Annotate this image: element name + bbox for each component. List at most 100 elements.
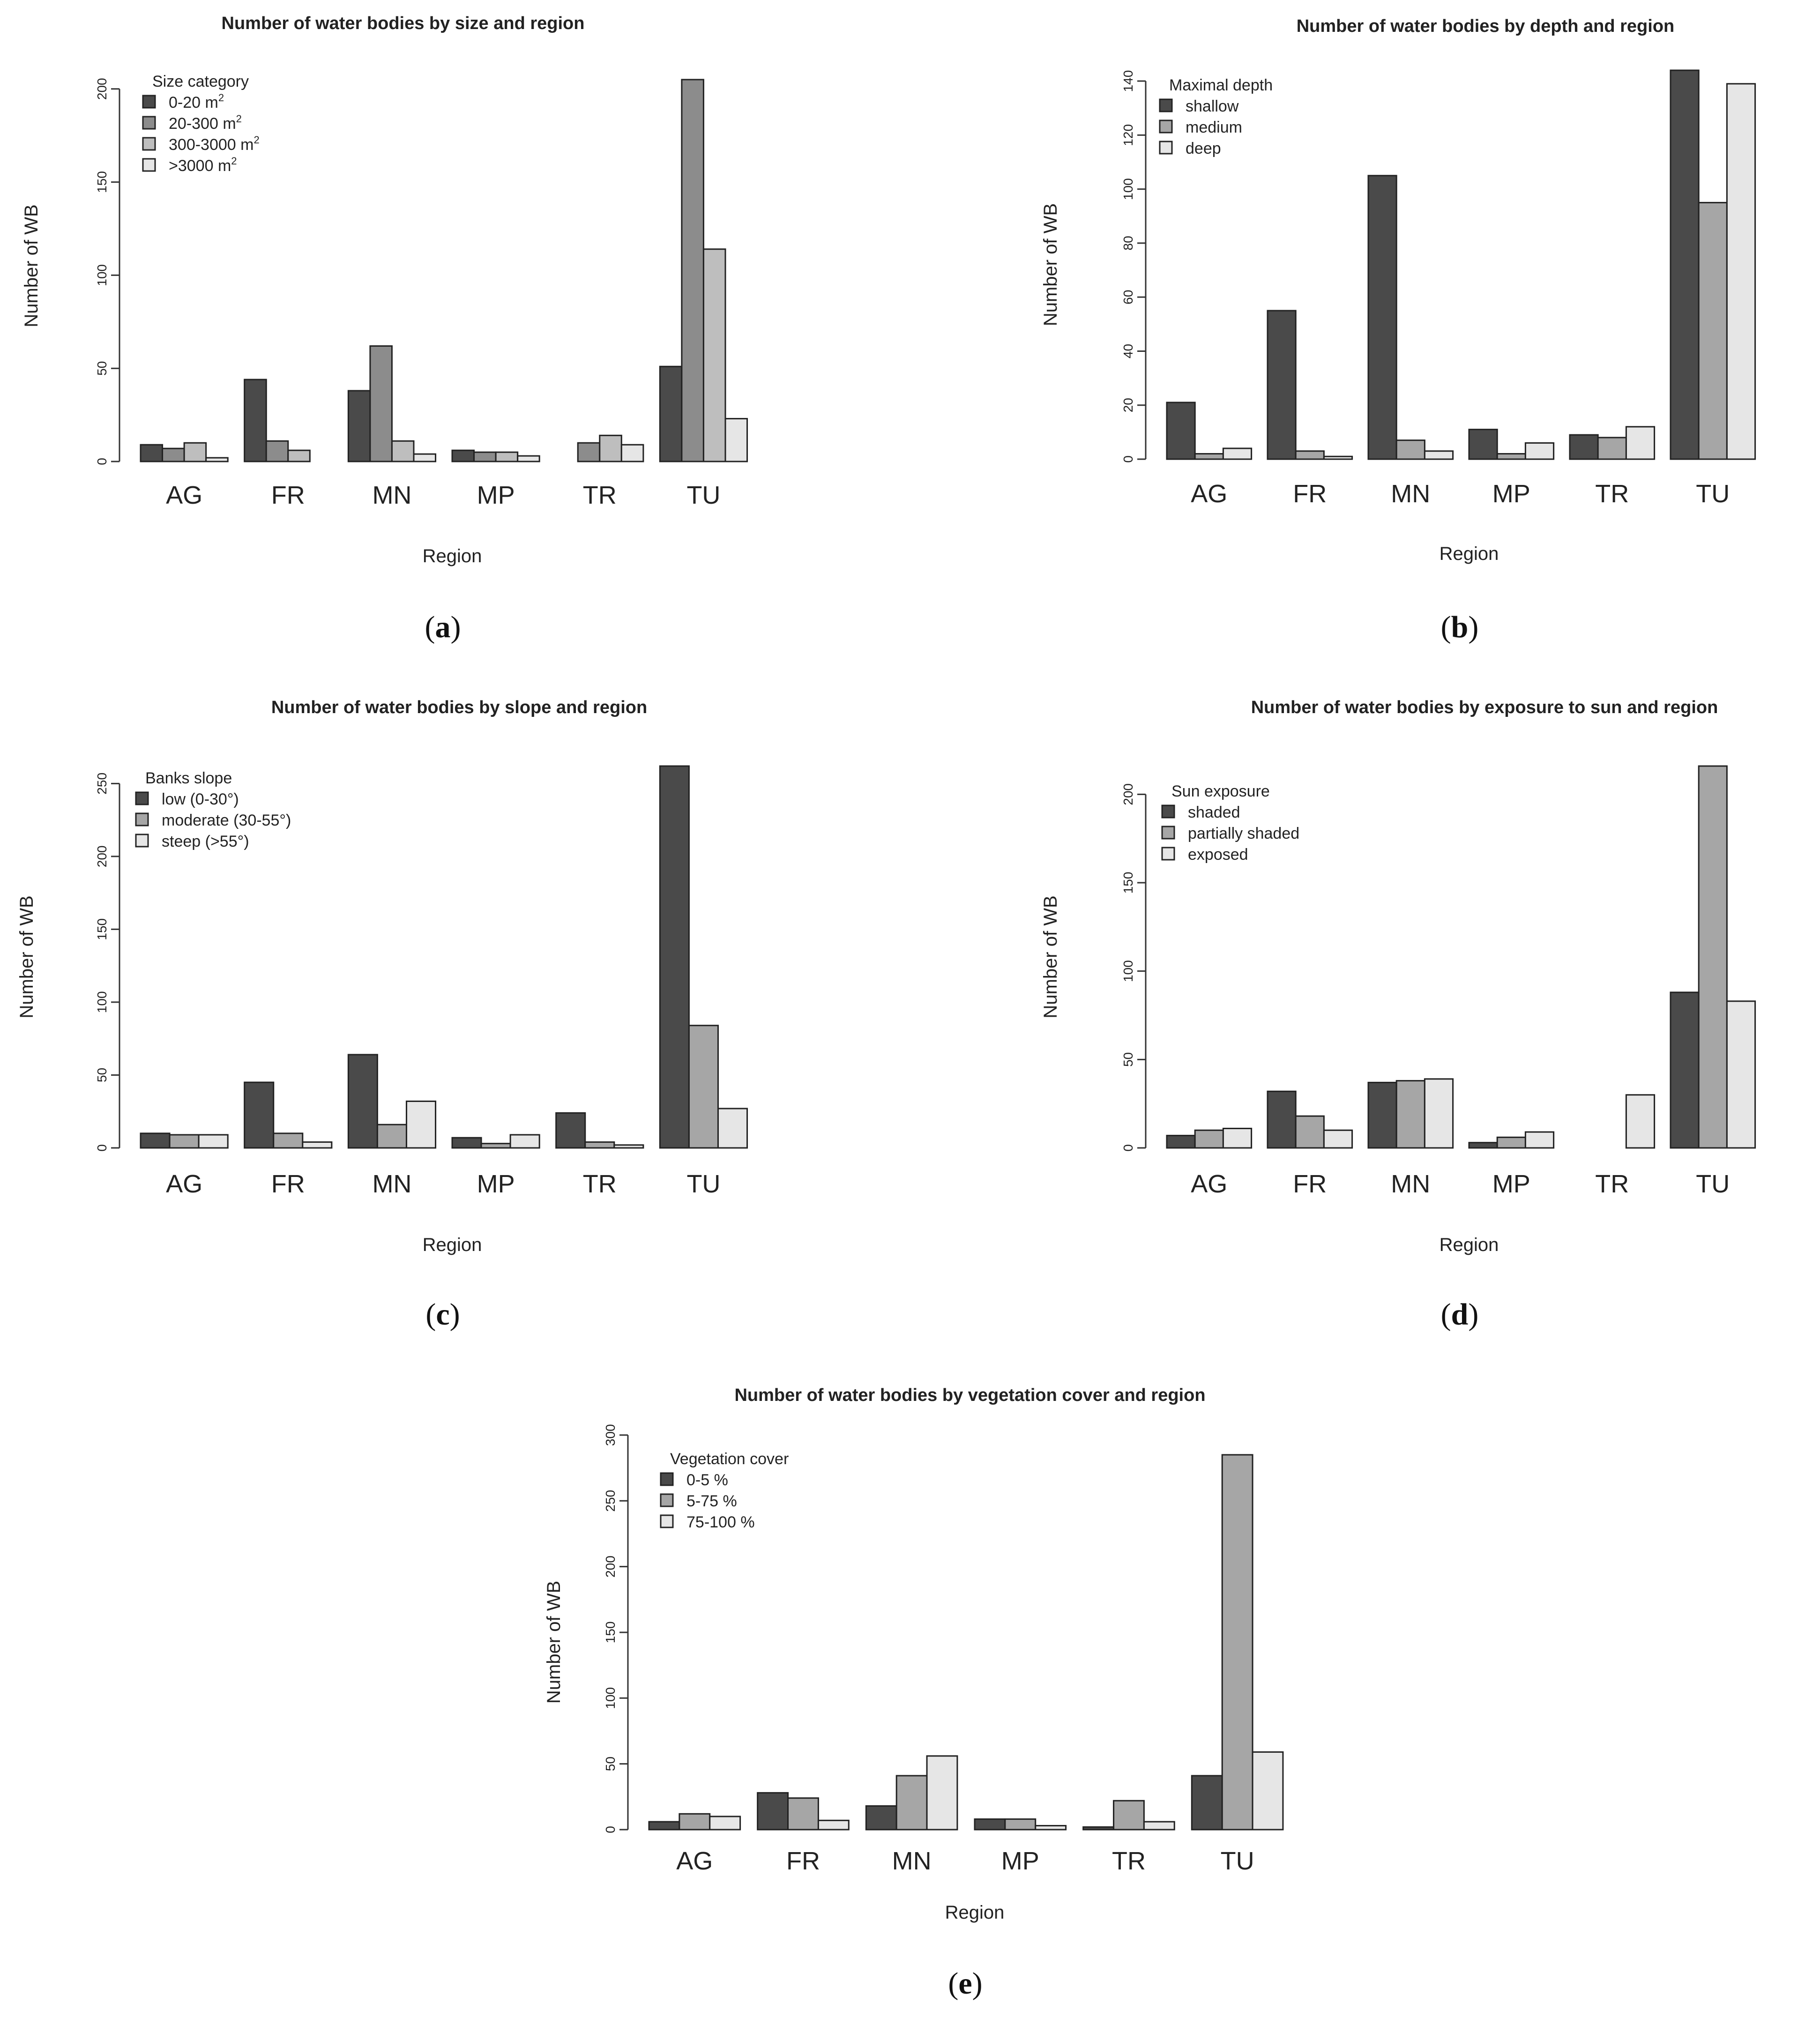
legend-item-label: deep (1186, 140, 1221, 157)
bar-TU-series-1 (1698, 201, 1728, 460)
y-tick-label: 200 (95, 846, 109, 868)
bar-TU-series-2 (1726, 83, 1756, 460)
legend-title: Size category (152, 73, 249, 90)
y-axis-label: Number of WB (1040, 203, 1061, 326)
legend-item-text: 20-300 m (169, 115, 236, 133)
y-axis-label: Number of WB (16, 895, 37, 1018)
legend-swatch (1161, 847, 1175, 861)
x-tick-label: TU (1221, 1847, 1254, 1875)
bar-TR-series-3 (620, 444, 644, 462)
bar-MP-series-1 (1496, 453, 1526, 460)
bar-TR-series-1 (1597, 437, 1627, 460)
bar-TU-series-0 (659, 365, 683, 462)
y-axis-label: Number of WB (21, 204, 42, 327)
legend-item-label: 5-75 % (686, 1492, 737, 1510)
bar-AG-series-3 (205, 457, 229, 462)
panel-letter: e (958, 1966, 972, 2001)
x-axis-label: Region (423, 1235, 482, 1255)
legend-item-label: 20-300 m2 (169, 113, 242, 133)
bar-TU-series-2 (702, 248, 726, 462)
bar-MP-series-0 (974, 1818, 1006, 1831)
legend-item-text: 75-100 % (686, 1513, 755, 1531)
legend-item-superscript: 2 (254, 134, 259, 146)
legend: Vegetation cover 0-5 % 5-75 % 75-100 % (660, 1450, 789, 1531)
bar-TU-series-2 (1252, 1751, 1284, 1831)
x-tick-label: TR (1595, 480, 1629, 508)
bar-MP-series-1 (480, 1143, 511, 1149)
bar-MP-series-2 (495, 451, 519, 462)
x-axis-label: Region (945, 1902, 1005, 1923)
y-tick-label: 150 (95, 171, 109, 193)
y-tick-label: 0 (1121, 1144, 1135, 1152)
bar-AG-series-0 (140, 444, 164, 462)
y-tick-label: 250 (603, 1490, 618, 1512)
x-axis-label: Region (1440, 543, 1499, 564)
chart-panel-a: Number of water bodies by size and regio… (21, 14, 748, 644)
legend-item-label: moderate (30-55°) (162, 811, 291, 829)
legend-item-text: medium (1186, 119, 1242, 136)
bar-AG-series-2 (1222, 1127, 1253, 1149)
y-tick-label: 200 (95, 78, 109, 100)
panel-label: (d) (1441, 1297, 1479, 1332)
y-tick-label: 150 (1121, 872, 1135, 894)
legend-item-label: partially shaded (1188, 825, 1299, 842)
panel-label: (c) (425, 1297, 460, 1332)
bar-MP-series-1 (473, 451, 497, 462)
legend-swatch (142, 137, 156, 151)
bar-MN-series-2 (1424, 1078, 1454, 1149)
bar-AG-series-2 (183, 442, 207, 462)
legend-swatch (135, 791, 149, 805)
x-tick-label: AG (676, 1847, 713, 1875)
y-tick-label: 50 (95, 361, 109, 376)
x-tick-label: AG (166, 481, 202, 509)
bar-TR-series-2 (599, 434, 622, 462)
legend-swatch (1159, 98, 1173, 112)
x-tick-label: MN (372, 1170, 411, 1198)
bar-MN-series-1 (369, 345, 393, 462)
y-tick-label: 150 (603, 1622, 618, 1644)
bar-MN-series-0 (1367, 1081, 1397, 1149)
chart-title: Number of water bodies by exposure to su… (1251, 698, 1718, 717)
bar-MN-series-0 (347, 390, 371, 462)
legend-swatch (1159, 119, 1173, 134)
legend-swatch (1159, 141, 1173, 155)
legend-item-text: 5-75 % (686, 1492, 737, 1510)
bar-MN-series-1 (376, 1124, 407, 1149)
x-tick-label: MP (477, 1170, 515, 1198)
bar-AG-series-2 (198, 1134, 229, 1149)
bar-MN-series-0 (347, 1054, 378, 1149)
bar-AG-series-0 (140, 1132, 171, 1149)
panel-label: (b) (1441, 610, 1479, 644)
bar-FR-series-0 (757, 1792, 789, 1831)
bar-TR-series-1 (577, 442, 601, 462)
bar-FR-series-1 (1295, 450, 1325, 460)
panel-label: (e) (948, 1966, 982, 2001)
legend-swatch (142, 158, 156, 172)
x-tick-label: MN (372, 481, 411, 509)
x-tick-label: AG (1191, 480, 1227, 508)
x-tick-label: TU (686, 481, 720, 509)
bar-TR-series-2 (613, 1144, 644, 1149)
legend: Banks slope low (0-30°) moderate (30-55°) s… (135, 769, 291, 850)
x-tick-label: TU (686, 1170, 720, 1198)
legend-item-label: 300-3000 m2 (169, 134, 260, 154)
bar-MP-series-3 (517, 455, 540, 462)
legend-item-text: >3000 m (169, 157, 231, 175)
legend-item-label: shallow (1186, 97, 1239, 115)
bar-AG-series-0 (1166, 402, 1196, 460)
panel-letter: b (1451, 610, 1469, 644)
chart-panel-d: Number of water bodies by exposure to su… (1040, 698, 1756, 1332)
legend-item-text: 0-20 m (169, 94, 218, 112)
y-tick-label: 50 (603, 1757, 618, 1771)
x-tick-label: MP (477, 481, 515, 509)
bar-MP-series-0 (451, 449, 475, 462)
bar-MP-series-2 (509, 1134, 540, 1149)
x-tick-label: MP (1492, 480, 1530, 508)
bar-TR-series-2 (1625, 426, 1656, 460)
y-tick-label: 200 (1121, 783, 1135, 805)
chart-title: Number of water bodies by vegetation cov… (734, 1385, 1205, 1405)
bar-AG-series-0 (1166, 1135, 1196, 1149)
legend-swatch (142, 116, 156, 130)
legend-swatch (142, 95, 156, 109)
x-tick-label: MN (1391, 1170, 1430, 1198)
